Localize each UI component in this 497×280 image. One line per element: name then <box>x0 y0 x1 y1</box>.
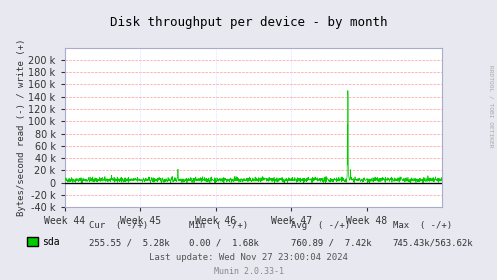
Text: Disk throughput per device - by month: Disk throughput per device - by month <box>110 17 387 29</box>
Text: Last update: Wed Nov 27 23:00:04 2024: Last update: Wed Nov 27 23:00:04 2024 <box>149 253 348 262</box>
Text: 745.43k/563.62k: 745.43k/563.62k <box>393 238 473 247</box>
Text: RRDTOOL / TOBI OETIKER: RRDTOOL / TOBI OETIKER <box>489 65 494 148</box>
Y-axis label: Bytes/second read (-) / write (+): Bytes/second read (-) / write (+) <box>16 39 25 216</box>
Text: Cur  ( -/+): Cur ( -/+) <box>89 221 149 230</box>
Text: Munin 2.0.33-1: Munin 2.0.33-1 <box>214 267 283 276</box>
Text: 760.89 /  7.42k: 760.89 / 7.42k <box>291 238 371 247</box>
Text: sda: sda <box>42 237 60 247</box>
Text: 255.55 /  5.28k: 255.55 / 5.28k <box>89 238 170 247</box>
Text: Avg  ( -/+): Avg ( -/+) <box>291 221 350 230</box>
Text: Min  ( -/+): Min ( -/+) <box>189 221 248 230</box>
Text: Max  ( -/+): Max ( -/+) <box>393 221 452 230</box>
Text: 0.00 /  1.68k: 0.00 / 1.68k <box>189 238 259 247</box>
